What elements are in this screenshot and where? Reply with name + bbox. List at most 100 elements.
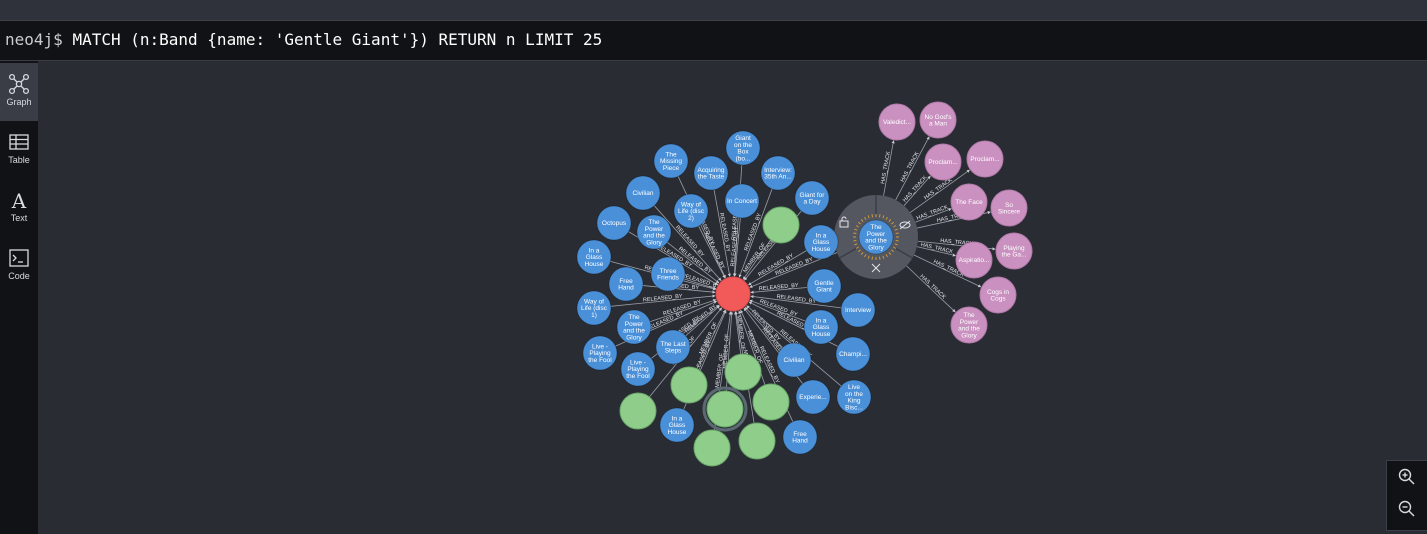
album-node-circle[interactable] [760,155,796,191]
track-node-circle[interactable] [990,189,1028,227]
nav-graph[interactable]: Graph [0,63,38,121]
member-node[interactable] [724,353,762,391]
edge-has-track[interactable] [895,136,930,201]
album-node[interactable]: Experie... [795,379,831,415]
query-string[interactable]: MATCH (n:Band {name: 'Gentle Giant'}) RE… [72,30,603,49]
edge-released-by[interactable] [733,217,741,277]
album-node-circle[interactable] [840,292,876,328]
edge-released-by[interactable] [677,176,726,279]
member-node[interactable] [738,422,776,460]
member-node[interactable] [619,392,657,430]
member-node[interactable] [762,206,800,244]
album-node-circle[interactable] [650,256,686,292]
album-node[interactable]: Interview:35th An... [760,155,796,191]
zoom-in-icon[interactable] [1397,467,1417,487]
edge-released-by[interactable] [732,164,743,277]
edge-released-by[interactable] [650,299,717,323]
band-node[interactable] [715,276,751,312]
track-node[interactable]: Proclam... [966,140,1004,178]
edge-member-of[interactable] [742,239,772,280]
member-node[interactable] [752,383,790,421]
edge-has-track[interactable] [915,208,952,223]
edge-released-by[interactable] [750,287,808,294]
album-node-circle[interactable] [693,155,729,191]
edge-has-track[interactable] [906,265,956,313]
member-node-circle[interactable] [670,366,708,404]
edge-released-by[interactable] [654,205,722,281]
edge-has-track[interactable] [913,254,982,288]
album-node-circle[interactable] [835,336,871,372]
track-node[interactable]: Valedict... [878,103,916,141]
member-node[interactable] [702,386,748,432]
edge-member-of[interactable] [696,309,726,369]
selected-album-node-circle[interactable] [858,219,894,255]
track-node-circle[interactable] [919,101,957,139]
edge-released-by[interactable] [738,188,773,278]
album-node-circle[interactable] [724,183,760,219]
edge-released-by[interactable] [685,305,720,337]
edge-has-track[interactable] [909,169,970,213]
edge-has-track[interactable] [916,246,957,257]
album-node-circle[interactable] [616,309,652,345]
nav-table[interactable]: Table [0,121,38,179]
album-node-circle[interactable] [776,342,812,378]
track-node-circle[interactable] [878,103,916,141]
album-node-circle[interactable] [795,379,831,415]
query-bar[interactable]: neo4j$ MATCH (n:Band {name: 'Gentle Gian… [0,21,1427,61]
album-node-circle[interactable] [655,329,691,365]
track-node[interactable]: Proclam... [924,143,962,181]
edge-member-of[interactable] [734,311,742,355]
album-node[interactable]: Champi... [835,336,871,372]
album-node[interactable]: Octopus [596,205,632,241]
query-text[interactable]: neo4j$ MATCH (n:Band {name: 'Gentle Gian… [5,30,602,49]
album-node-circle[interactable] [576,239,612,275]
member-node-circle[interactable] [693,429,731,467]
member-node[interactable] [693,429,731,467]
member-node-circle[interactable] [619,392,657,430]
album-node-circle[interactable] [608,266,644,302]
member-node-circle[interactable] [752,383,790,421]
track-node-circle[interactable] [950,183,988,221]
eye-off-icon[interactable] [899,220,911,230]
edge-released-by[interactable] [749,299,806,322]
album-node-circle[interactable] [806,268,842,304]
track-node-circle[interactable] [955,241,993,279]
track-node[interactable]: The Face [950,183,988,221]
album-node[interactable]: Civilian [625,175,661,211]
member-node-circle[interactable] [724,353,762,391]
track-node-circle[interactable] [924,143,962,181]
album-node-circle[interactable] [782,419,818,455]
lock-icon[interactable] [839,216,849,228]
edge-released-by[interactable] [642,285,716,294]
edge-released-by[interactable] [684,278,717,290]
zoom-out-icon[interactable] [1397,499,1417,519]
album-node-circle[interactable] [620,351,656,387]
nav-text[interactable]: A Text [0,179,38,237]
track-node-circle[interactable] [950,306,988,344]
edge-has-track[interactable] [903,175,931,206]
edge-released-by[interactable] [748,250,807,286]
